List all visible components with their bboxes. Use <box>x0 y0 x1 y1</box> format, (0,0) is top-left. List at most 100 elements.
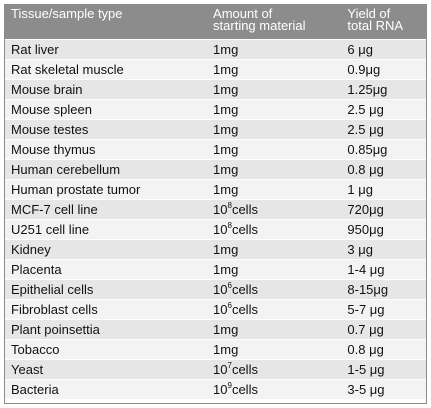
cell-tissue: Bacteria <box>11 382 59 397</box>
cell-tissue: Epithelial cells <box>11 282 94 297</box>
table-header: Tissue/sample type Amount of starting ma… <box>5 5 426 39</box>
cell-yield: 1-4 μg <box>347 262 385 277</box>
cell-amount: 1mg <box>213 42 347 57</box>
amount-unit: cells <box>231 202 258 217</box>
cell-yield: 0.85μg <box>347 142 388 157</box>
cell-amount: 1mg <box>213 262 347 277</box>
cell-yield: 950μg <box>347 222 384 237</box>
rna-yield-table: Tissue/sample type Amount of starting ma… <box>4 4 427 404</box>
header-yield: Yield of total RNA <box>347 5 426 39</box>
table-row: Mouse testes 1mg 2.5 μg <box>5 119 426 139</box>
cell-tissue: Placenta <box>11 262 62 277</box>
cell-amount: 1mg <box>213 342 347 357</box>
table-row: Epithelial cells 106cells 8-15μg <box>5 279 426 299</box>
cell-amount: 106cells <box>213 281 347 298</box>
table-body: Rat liver 1mg 6 μg Rat skeletal muscle 1mg 0.… <box>5 39 426 399</box>
table-row: MCF-7 cell line 108cells 720μg <box>5 199 426 219</box>
cell-amount: 1mg <box>213 242 347 257</box>
cell-amount: 1mg <box>213 82 347 97</box>
table-row: Human cerebellum 1mg 0.8 μg <box>5 159 426 179</box>
table-row: Bacteria 109cells 3-5 μg <box>5 379 426 399</box>
cell-amount: 106cells <box>213 302 347 318</box>
header-tissue: Tissue/sample type <box>5 5 213 39</box>
amount-value: 1mg <box>213 102 239 117</box>
cell-amount: 1mg <box>213 62 347 77</box>
cell-tissue: Human prostate tumor <box>11 182 141 197</box>
amount-unit: cells <box>231 382 258 397</box>
cell-yield: 0.9μg <box>347 62 381 77</box>
cell-yield: 2.5 μg <box>347 102 384 117</box>
cell-amount: 1mg <box>213 322 347 337</box>
table-row: Fibroblast cells 106cells 5-7 μg <box>5 299 426 319</box>
cell-yield: 720μg <box>347 202 384 217</box>
cell-tissue: Rat liver <box>11 42 59 57</box>
cell-yield: 2.5 μg <box>347 122 384 137</box>
cell-yield: 1.25μg <box>347 82 388 97</box>
cell-yield: 0.8 μg <box>347 342 384 357</box>
amount-value: 1mg <box>213 62 239 77</box>
table-row: Rat liver 1mg 6 μg <box>5 39 426 59</box>
table-row: Placenta 1mg 1-4 μg <box>5 259 426 279</box>
header-yield-line1: Yield of <box>347 6 391 21</box>
cell-yield: 8-15μg <box>347 282 389 297</box>
cell-yield: 0.8 μg <box>347 162 384 177</box>
cell-amount: 1mg <box>213 162 347 177</box>
cell-tissue: Mouse testes <box>11 122 89 137</box>
amount-base: 10 <box>213 362 228 377</box>
amount-value: 1mg <box>213 182 239 197</box>
cell-tissue: Kidney <box>11 242 51 257</box>
table-row: Mouse thymus 1mg 0.85μg <box>5 139 426 159</box>
amount-unit: cells <box>231 302 258 317</box>
amount-unit: cells <box>231 282 258 297</box>
header-tissue-label: Tissue/sample type <box>11 6 123 21</box>
cell-amount: 109cells <box>213 381 347 398</box>
amount-exponent: 6 <box>227 281 232 290</box>
amount-value: 1mg <box>213 142 239 157</box>
amount-base: 10 <box>213 302 228 317</box>
table-row: Tobacco 1mg 0.8 μg <box>5 339 426 359</box>
header-amount-line2: starting material <box>213 18 306 33</box>
table-row: Rat skeletal muscle 1mg 0.9μg <box>5 59 426 79</box>
cell-yield: 1 μg <box>347 182 373 197</box>
cell-amount: 107cells <box>213 361 347 378</box>
table-row: Plant poinsettia 1mg 0.7 μg <box>5 319 426 339</box>
cell-amount: 1mg <box>213 182 347 197</box>
cell-yield: 1-5 μg <box>347 362 385 377</box>
cell-amount: 108cells <box>213 201 347 218</box>
amount-value: 1mg <box>213 82 239 97</box>
cell-tissue: MCF-7 cell line <box>11 202 98 217</box>
table-row: Mouse spleen 1mg 2.5 μg <box>5 99 426 119</box>
cell-tissue: Rat skeletal muscle <box>11 62 124 77</box>
header-amount: Amount of starting material <box>213 5 347 39</box>
table-row: Mouse brain 1mg 1.25μg <box>5 79 426 99</box>
amount-unit: cells <box>231 362 258 377</box>
amount-base: 10 <box>213 202 228 217</box>
table-row: U251 cell line 108cells 950μg <box>5 219 426 239</box>
cell-amount: 1mg <box>213 122 347 137</box>
cell-tissue: U251 cell line <box>11 222 90 237</box>
cell-yield: 5-7 μg <box>347 302 385 317</box>
cell-amount: 1mg <box>213 102 347 117</box>
cell-tissue: Yeast <box>11 362 44 377</box>
amount-exponent: 7 <box>227 361 232 370</box>
table-row: Yeast 107cells 1-5 μg <box>5 359 426 379</box>
amount-value: 1mg <box>213 322 239 337</box>
amount-base: 10 <box>213 222 228 237</box>
cell-yield: 6 μg <box>347 42 373 57</box>
table-row: Human prostate tumor 1mg 1 μg <box>5 179 426 199</box>
amount-base: 10 <box>213 282 228 297</box>
cell-tissue: Mouse spleen <box>11 102 92 117</box>
cell-tissue: Mouse thymus <box>11 142 96 157</box>
amount-exponent: 9 <box>227 381 232 390</box>
cell-yield: 0.7 μg <box>347 322 384 337</box>
table-row: Kidney 1mg 3 μg <box>5 239 426 259</box>
cell-tissue: Mouse brain <box>11 82 83 97</box>
cell-amount: 108cells <box>213 222 347 238</box>
amount-exponent: 8 <box>227 201 232 210</box>
header-amount-line1: Amount of <box>213 6 273 21</box>
cell-amount: 1mg <box>213 142 347 157</box>
cell-tissue: Tobacco <box>11 342 60 357</box>
cell-tissue: Plant poinsettia <box>11 322 100 337</box>
amount-value: 1mg <box>213 342 239 357</box>
amount-value: 1mg <box>213 162 239 177</box>
